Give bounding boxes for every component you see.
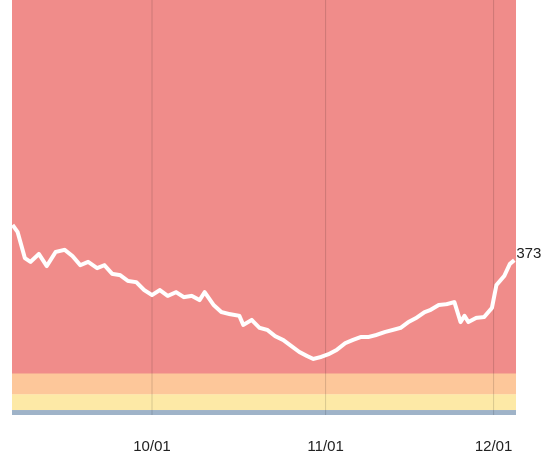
x-tick-label: 11/01 [307,438,343,455]
x-tick-label: 12/01 [475,438,513,455]
band [12,0,516,374]
band [12,410,516,415]
line [10,223,516,361]
band [12,394,516,411]
band [12,373,516,395]
x-tick-label: 10/01 [133,438,171,455]
value-label: 373 [516,245,541,262]
